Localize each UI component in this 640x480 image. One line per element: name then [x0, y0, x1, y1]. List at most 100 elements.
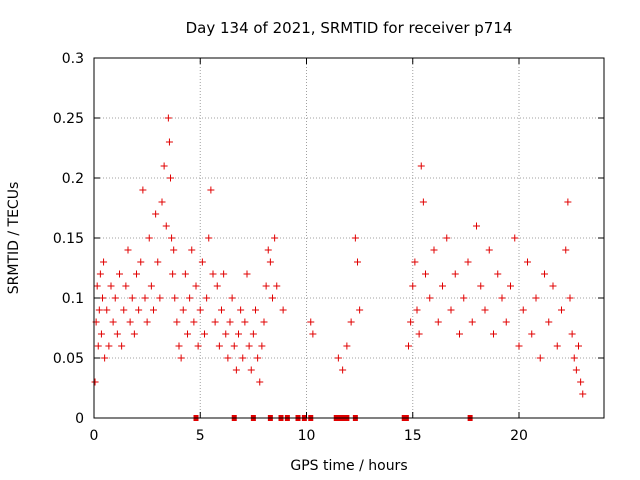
- data-point: [498, 294, 506, 302]
- data-point: [415, 330, 423, 338]
- data-point: [118, 342, 126, 350]
- data-point: [258, 342, 266, 350]
- data-point: [519, 306, 527, 314]
- data-point: [490, 330, 497, 338]
- data-point: [411, 258, 419, 266]
- data-point: [419, 198, 427, 206]
- data-point: [194, 342, 202, 350]
- data-point: [413, 306, 421, 314]
- data-point: [334, 354, 342, 362]
- x-axis-label: GPS time / hours: [290, 458, 407, 474]
- data-point: [184, 330, 191, 338]
- data-point: [443, 234, 451, 242]
- data-point: [579, 390, 587, 398]
- data-point: [417, 162, 425, 170]
- data-point: [207, 186, 215, 194]
- data-point: [464, 258, 472, 266]
- y-tick-label: 0.15: [53, 231, 84, 247]
- data-point: [213, 282, 221, 290]
- data-point: [269, 294, 276, 302]
- data-point: [447, 306, 455, 314]
- data-point: [570, 354, 578, 362]
- data-point: [160, 162, 168, 170]
- data-point: [137, 258, 145, 266]
- y-tick-label: 0.25: [53, 111, 84, 127]
- data-point: [532, 294, 540, 302]
- y-tick-label: 0.1: [62, 291, 84, 307]
- data-point: [224, 354, 232, 362]
- data-point: [575, 342, 582, 350]
- data-point: [430, 246, 438, 254]
- data-point: [507, 282, 514, 290]
- data-point: [545, 318, 553, 326]
- data-point: [196, 306, 204, 314]
- data-point: [245, 342, 253, 350]
- data-point: [254, 354, 262, 362]
- data-point: [230, 342, 238, 350]
- x-tick-label: 5: [196, 428, 205, 444]
- data-point: [564, 198, 572, 206]
- data-point: [107, 282, 115, 290]
- chart-title: Day 134 of 2021, SRMTID for receiver p71…: [186, 19, 513, 37]
- data-point: [339, 366, 347, 374]
- data-point: [232, 366, 240, 374]
- data-point: [91, 378, 99, 386]
- data-point: [239, 354, 247, 362]
- data-point: [347, 318, 355, 326]
- data-point: [343, 342, 351, 350]
- data-point: [133, 270, 140, 278]
- data-point: [568, 330, 576, 338]
- data-point: [468, 318, 476, 326]
- data-point: [128, 294, 136, 302]
- data-point: [541, 270, 548, 278]
- data-point: [485, 246, 493, 254]
- data-point: [451, 270, 459, 278]
- data-point: [190, 318, 198, 326]
- data-point: [351, 234, 359, 242]
- data-point: [243, 270, 251, 278]
- data-point: [162, 222, 170, 230]
- data-point: [130, 330, 138, 338]
- data-point: [553, 342, 561, 350]
- data-point: [188, 246, 196, 254]
- data-point: [105, 342, 113, 350]
- data-point: [218, 306, 225, 314]
- data-point: [524, 258, 531, 266]
- data-point: [307, 318, 315, 326]
- data-point: [309, 330, 317, 338]
- data-point: [97, 330, 105, 338]
- data-point: [426, 294, 434, 302]
- data-point: [205, 234, 213, 242]
- data-point: [209, 270, 217, 278]
- data-point: [124, 246, 132, 254]
- data-point: [211, 318, 219, 326]
- data-point: [111, 294, 119, 302]
- data-point: [241, 318, 249, 326]
- data-point: [164, 114, 172, 122]
- data-point: [220, 270, 228, 278]
- data-point: [147, 282, 155, 290]
- data-point: [152, 210, 160, 218]
- data-point: [156, 294, 164, 302]
- data-point: [473, 222, 480, 230]
- data-point: [173, 318, 181, 326]
- data-point: [94, 342, 102, 350]
- data-point: [201, 330, 208, 338]
- x-tick-label: 10: [298, 428, 316, 444]
- y-tick-label: 0.3: [62, 51, 84, 67]
- data-point: [566, 294, 574, 302]
- data-point: [477, 282, 485, 290]
- data-point: [135, 306, 143, 314]
- data-point: [168, 234, 176, 242]
- data-point: [273, 282, 281, 290]
- data-point: [409, 282, 417, 290]
- data-point: [181, 270, 189, 278]
- data-point: [186, 294, 194, 302]
- data-point: [226, 318, 234, 326]
- data-point: [256, 378, 264, 386]
- data-point: [562, 246, 570, 254]
- data-point: [481, 306, 489, 314]
- data-point: [179, 306, 187, 314]
- data-point: [139, 186, 147, 194]
- data-point: [158, 198, 166, 206]
